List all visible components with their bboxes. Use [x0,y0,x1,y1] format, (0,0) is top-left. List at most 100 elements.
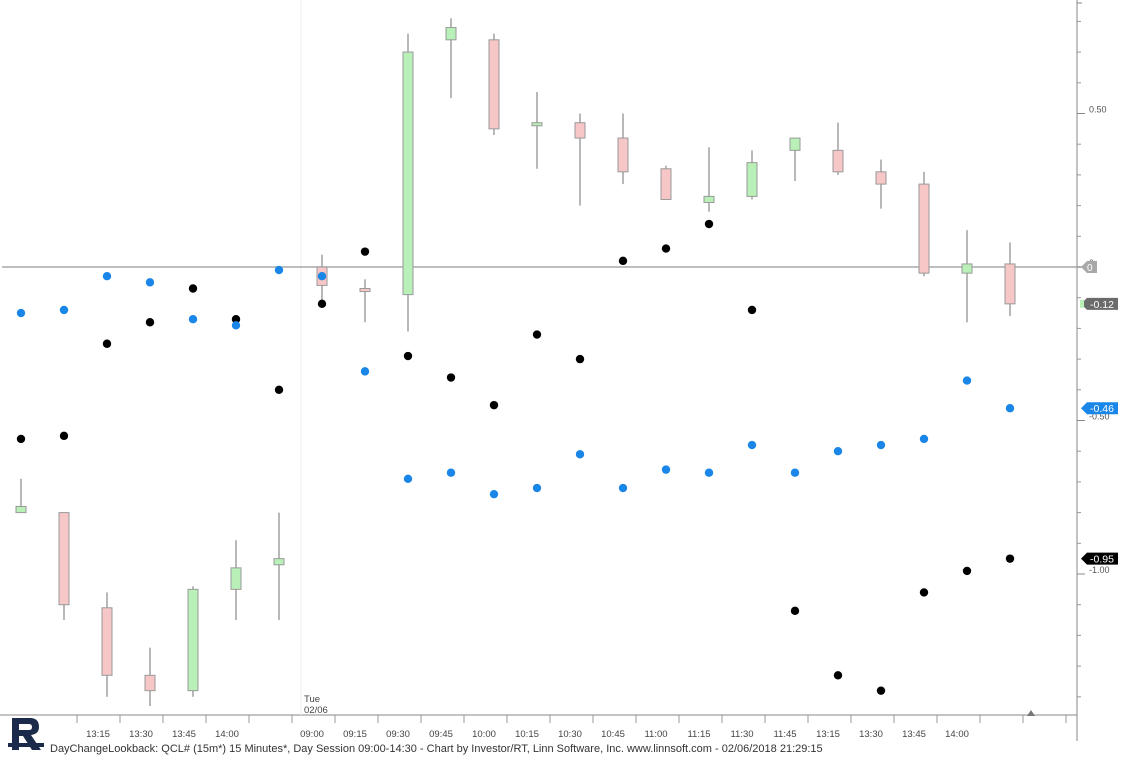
candle-body [273,558,285,566]
value-marker-label: -0.95 [1090,554,1114,566]
candle-body [875,171,887,185]
candle-bodies [15,27,1016,692]
black-dot [274,385,284,394]
blue-dot [16,308,26,318]
blue-dot [532,483,542,493]
blue-dot [59,305,69,315]
x-tick-label: 10:15 [515,729,539,740]
blue-dot [962,376,972,385]
black-dot [446,373,456,382]
blue-dot [919,434,929,444]
candle-body [187,588,199,692]
x-tick-label: 13:15 [86,729,110,740]
x-tick-label: 14:00 [215,729,239,740]
black-dot [661,244,671,253]
candle-body [359,287,371,293]
blue-dot [876,440,886,450]
x-tick-label: 10:00 [472,729,496,740]
black-dot [919,588,929,597]
value-marker [1081,552,1118,565]
candle-body [402,51,414,296]
candle-body [445,27,457,41]
x-tick-label: 09:45 [429,729,453,740]
blue-dot [1005,404,1015,413]
black-dot [403,351,413,361]
blue-dot [317,272,327,281]
blue-dot [747,440,757,450]
candle-wicks [20,18,1011,707]
value-marker-label: -0.12 [1090,299,1114,311]
black-dot [790,606,800,616]
y-tick-label: -0.50 [1089,412,1110,422]
black-dot [59,431,69,441]
session-day-label: Tue [304,694,320,705]
black-dot [188,284,198,293]
blue-dot [704,468,714,477]
x-tick-label: 13:45 [172,729,196,740]
candle-body [703,195,715,204]
chart-grid [0,0,1085,741]
candle-body [488,39,500,130]
blue-dot [790,468,800,477]
value-marker-label: -0.46 [1090,403,1114,415]
candle-body [1004,263,1016,305]
y-tick-label: -1.00 [1089,565,1110,575]
value-marker-swatch [1080,299,1084,308]
x-tick-label: 13:45 [902,729,926,740]
x-tick-label: 13:15 [816,729,840,740]
candle-body [832,149,844,173]
session-date-label: 02/06 [304,705,328,716]
black-dot [962,566,972,576]
blue-dot [360,367,370,376]
blue-dot [833,447,843,456]
x-tick-label: 11:30 [730,729,753,740]
candle-body [144,674,156,692]
x-tick-label: 09:30 [386,729,410,740]
blue-dot [231,321,241,330]
x-tick-label: 14:00 [945,729,969,740]
indicator-dots [16,219,1015,695]
x-axis: 13:15 13:30 13:45 14:00 09:00 09:15 09:30 09:45… [76,694,1067,740]
black-dot [145,318,155,327]
value-marker [1081,297,1118,310]
candle-body [15,505,27,514]
candle-body [230,567,242,590]
blue-dot [618,483,628,493]
x-tick-label: 11:15 [687,729,710,740]
black-dot [102,339,112,348]
blue-dot [102,272,112,281]
x-tick-label: 10:45 [601,729,625,740]
y-tick-label: 0.50 [1089,105,1107,115]
x-tick-label: 09:00 [300,729,324,740]
candle-body [746,162,758,197]
candle-body [961,263,973,274]
black-dot [833,671,843,680]
blue-dot [575,450,585,459]
black-dot [876,686,886,695]
black-dot [747,305,757,315]
blue-dot [188,314,198,324]
scroll-marker-icon [1027,710,1035,716]
black-dot [16,434,26,444]
blue-dot [145,278,155,287]
blue-dot [274,265,284,275]
blue-dot [446,468,456,477]
black-dot [360,247,370,256]
blue-dot [489,489,499,499]
x-tick-label: 13:30 [129,729,153,740]
black-dot [575,354,585,364]
linn-logo-icon [8,718,44,750]
chart-caption: DayChangeLookback: QCL# (15m*) 15 Minute… [50,743,823,755]
x-tick-label: 11:45 [773,729,796,740]
candle-body [617,137,629,173]
black-dot [532,330,542,339]
candle-body [789,137,801,151]
x-tick-label: 11:00 [644,729,667,740]
zero-marker-label: 0 [1087,263,1093,274]
candle-body [58,512,70,606]
black-dot [704,219,714,229]
zero-marker [1081,261,1097,273]
candle-body [531,122,543,127]
candle-body [574,122,586,139]
